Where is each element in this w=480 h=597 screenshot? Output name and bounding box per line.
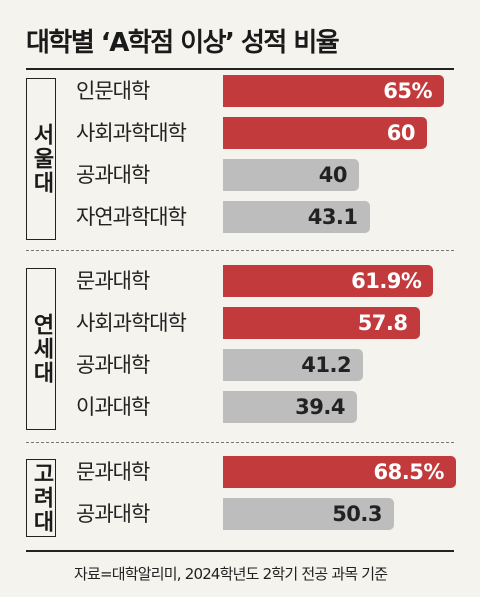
bar-highlight bbox=[223, 265, 434, 297]
bar bbox=[223, 391, 357, 423]
category-label: 인문대학 bbox=[76, 79, 150, 103]
source-note: 자료=대학알리미, 2024학년도 2학기 전공 과목 기준 bbox=[74, 565, 388, 583]
value-label: 65% bbox=[383, 79, 432, 103]
value-label: 60 bbox=[386, 121, 416, 145]
bar bbox=[223, 349, 364, 381]
category-label: 문과대학 bbox=[76, 460, 150, 484]
chart-title: 대학별 ‘A학점 이상’ 성적 비율 bbox=[26, 28, 340, 58]
category-label: 자연과학대학 bbox=[76, 205, 187, 229]
university-label-box: 서울대 bbox=[26, 78, 56, 240]
value-label: 40 bbox=[318, 163, 348, 187]
value-label: 50.3 bbox=[332, 502, 383, 526]
group-separator bbox=[26, 250, 454, 251]
category-label: 공과대학 bbox=[76, 502, 150, 526]
category-label: 공과대학 bbox=[76, 353, 150, 377]
category-label: 이과대학 bbox=[76, 395, 150, 419]
category-label: 공과대학 bbox=[76, 163, 150, 187]
top-rule bbox=[26, 68, 454, 70]
category-label: 사회과학대학 bbox=[76, 311, 187, 335]
university-label-box: 고려대 bbox=[26, 459, 56, 537]
bar-highlight bbox=[223, 307, 420, 339]
value-label: 68.5% bbox=[373, 460, 445, 484]
bar bbox=[223, 201, 370, 233]
value-label: 43.1 bbox=[307, 205, 358, 229]
bottom-rule bbox=[26, 550, 454, 552]
bar-highlight bbox=[223, 117, 427, 149]
category-label: 사회과학대학 bbox=[76, 121, 187, 145]
university-label-box: 연세대 bbox=[26, 268, 56, 430]
university-label: 서울대 bbox=[29, 123, 54, 195]
value-label: 39.4 bbox=[295, 395, 345, 419]
value-label: 57.8 bbox=[357, 311, 408, 335]
value-label: 41.2 bbox=[301, 353, 352, 377]
bar-highlight bbox=[223, 456, 456, 488]
bar bbox=[223, 498, 395, 530]
bar-highlight bbox=[223, 75, 444, 107]
university-label: 연세대 bbox=[29, 313, 54, 385]
group-separator bbox=[26, 442, 454, 443]
category-label: 문과대학 bbox=[76, 269, 150, 293]
bar bbox=[223, 159, 359, 191]
value-label: 61.9% bbox=[351, 269, 422, 293]
university-label: 고려대 bbox=[29, 462, 54, 534]
